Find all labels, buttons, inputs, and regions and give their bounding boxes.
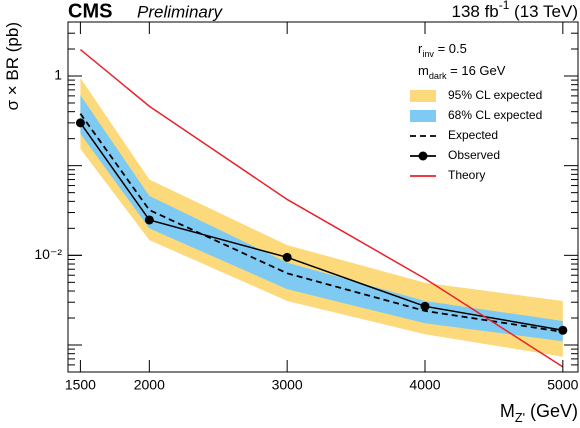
annotation: rinv = 0.5 <box>418 41 467 59</box>
lumi-part: (13 TeV) <box>509 2 578 21</box>
legend-label: 68% CL expected <box>448 108 542 122</box>
annotation-part: r <box>418 41 423 56</box>
marker <box>282 252 292 262</box>
marker <box>75 118 85 128</box>
annotation: mdark = 16 GeV <box>418 63 506 81</box>
lumi-part: -1 <box>499 0 510 12</box>
annotation-part: m <box>418 63 429 78</box>
legend-label: Observed <box>448 148 500 162</box>
experiment: CMS <box>68 0 112 22</box>
x-tick-label: 4000 <box>409 377 440 393</box>
plot-frame <box>67 21 579 373</box>
marker <box>420 301 430 311</box>
annotation-part: inv <box>422 49 434 59</box>
y-tick-label: 1 <box>54 67 62 83</box>
lumi: 138 fb-1 (13 TeV) <box>451 0 578 21</box>
marker <box>144 215 154 225</box>
legend-marker <box>418 151 428 161</box>
marker <box>558 325 568 335</box>
lumi-part: 138 fb <box>451 2 498 21</box>
x-tick-label: 5000 <box>547 377 578 393</box>
x-tick-label: 3000 <box>272 377 303 393</box>
legend-label: 95% CL expected <box>448 88 542 102</box>
x-axis-label-part: Z' <box>515 411 525 425</box>
y-axis-label-part: σ × BR (pb) <box>3 22 22 110</box>
status: Preliminary <box>137 2 224 21</box>
y-axis-label: σ × BR (pb) <box>3 22 22 110</box>
x-axis-label: MZ' (GeV) <box>500 401 578 426</box>
band <box>80 95 563 342</box>
legend-label: Expected <box>448 128 498 142</box>
x-tick-label: 1500 <box>65 377 96 393</box>
annotation-part: = 0.5 <box>434 41 467 56</box>
x-axis-label-part: M <box>500 401 515 421</box>
x-axis-label-part: (GeV) <box>525 401 578 421</box>
legend-swatch <box>410 90 436 102</box>
x-tick-label: 2000 <box>134 377 165 393</box>
band <box>80 77 563 357</box>
annotation-part: dark <box>429 71 447 81</box>
y-tick-label: 10⁻² <box>34 246 62 262</box>
legend-label: Theory <box>448 168 485 182</box>
annotation-part: = 16 GeV <box>447 63 506 78</box>
legend-swatch <box>410 110 436 122</box>
series-line <box>79 49 564 368</box>
series-line <box>79 113 563 333</box>
